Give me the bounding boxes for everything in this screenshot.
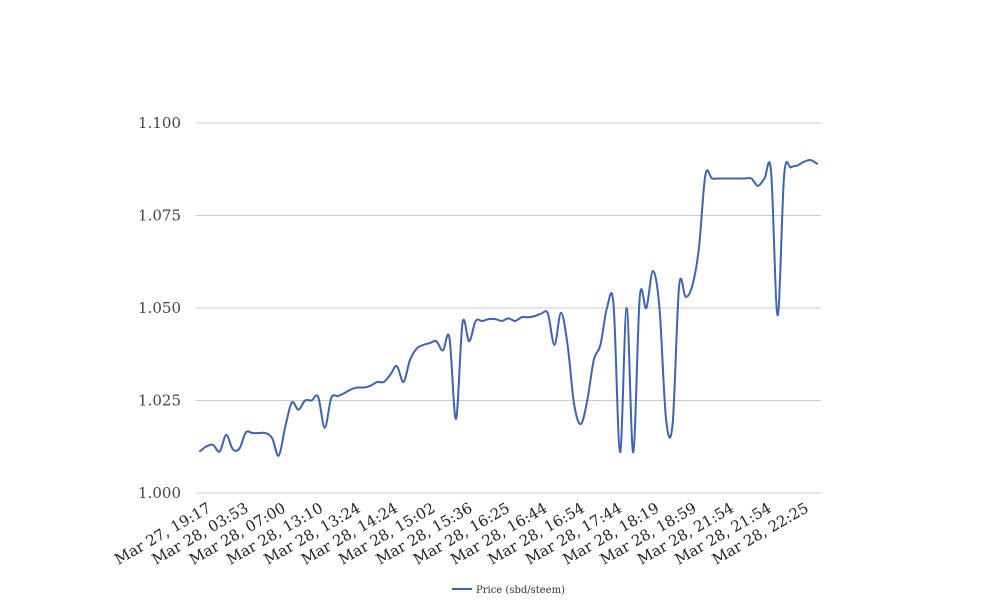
gridlines (196, 122, 821, 494)
legend[interactable]: Price (sbd/steem) (452, 585, 565, 596)
y-tick-label: 1.000 (138, 484, 181, 502)
legend-label-price: Price (sbd/steem) (476, 585, 565, 596)
y-tick-label: 1.100 (138, 114, 181, 132)
y-axis-ticks: 1.000 1.025 1.050 1.075 1.100 (138, 114, 181, 502)
y-tick-label: 1.075 (138, 207, 181, 225)
y-tick-label: 1.050 (138, 299, 181, 317)
series-layer (199, 158, 818, 457)
y-tick-label: 1.025 (138, 392, 181, 410)
series-line-0 (199, 158, 818, 457)
